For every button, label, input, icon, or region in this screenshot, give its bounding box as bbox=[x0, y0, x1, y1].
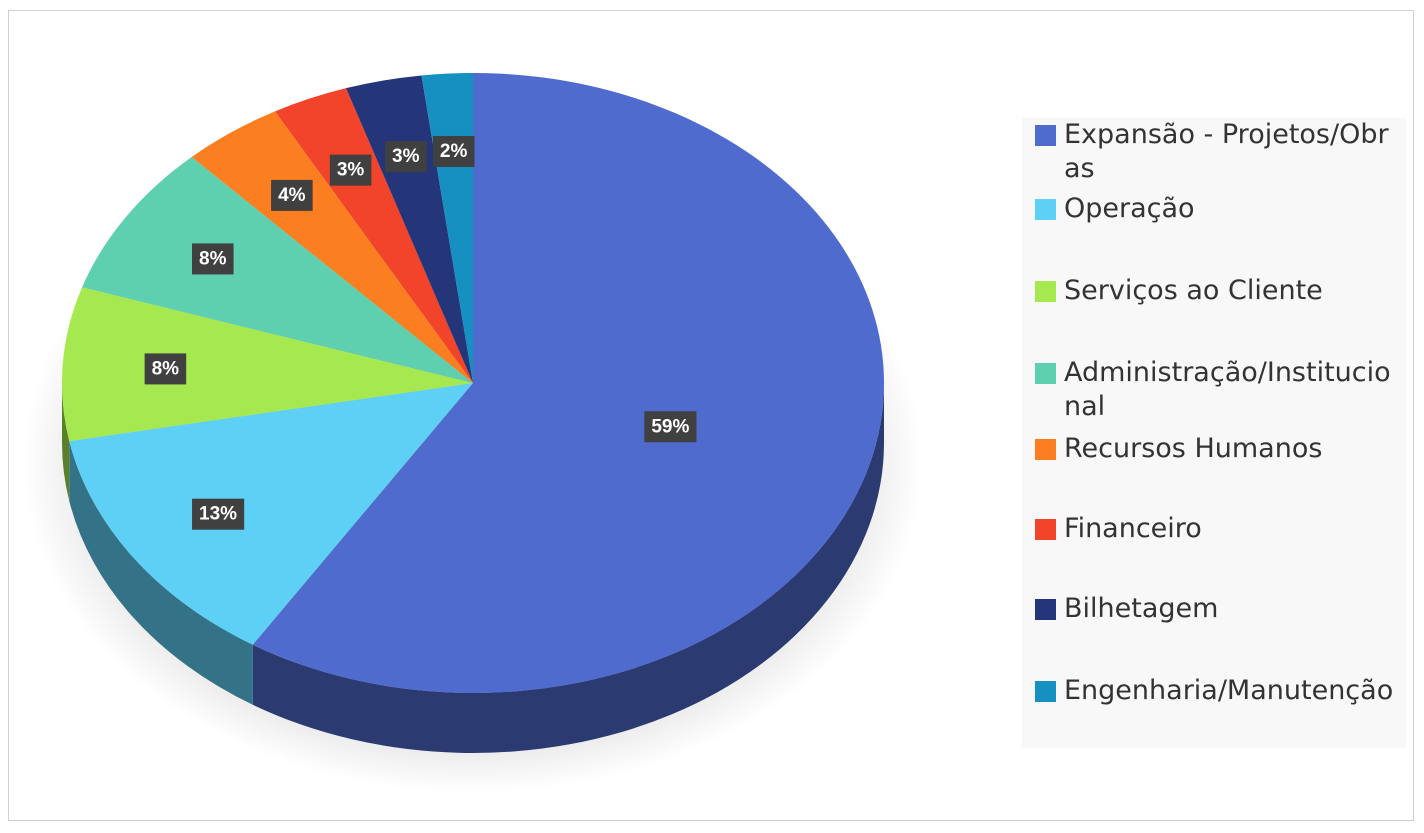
legend-swatch bbox=[1035, 199, 1056, 220]
data-label: 3% bbox=[337, 160, 365, 181]
legend-item: Administração/Institucional bbox=[1035, 356, 1405, 424]
legend-item: Serviços ao Cliente bbox=[1035, 274, 1405, 308]
data-label-box bbox=[329, 154, 372, 186]
legend-swatch bbox=[1035, 599, 1056, 620]
data-label: 13% bbox=[199, 504, 237, 525]
chart-frame bbox=[8, 10, 1414, 821]
data-label-box bbox=[271, 179, 313, 211]
legend-label: Expansão - Projetos/Obras bbox=[1064, 119, 1389, 184]
slice bbox=[274, 88, 473, 383]
slice bbox=[345, 75, 473, 383]
legend-swatch bbox=[1035, 681, 1056, 702]
legend-swatch bbox=[1035, 439, 1056, 460]
legend-label: Operação bbox=[1064, 193, 1195, 224]
slice-side bbox=[62, 383, 70, 502]
legend-swatch bbox=[1035, 363, 1056, 384]
legend-item: Recursos Humanos bbox=[1035, 432, 1405, 466]
legend-item: Financeiro bbox=[1035, 512, 1405, 546]
data-label: 8% bbox=[199, 248, 227, 269]
data-label-box bbox=[192, 243, 234, 275]
data-label-box bbox=[432, 135, 475, 167]
slice bbox=[61, 287, 473, 442]
legend-item: Bilhetagem bbox=[1035, 592, 1405, 626]
data-label-box bbox=[644, 411, 697, 443]
legend-label: Recursos Humanos bbox=[1064, 433, 1323, 464]
slice-side bbox=[69, 441, 253, 705]
legend-swatch bbox=[1035, 281, 1056, 302]
legend-swatch bbox=[1035, 519, 1056, 540]
data-label: 3% bbox=[392, 146, 420, 167]
data-label: 8% bbox=[152, 358, 180, 379]
slice-side bbox=[252, 383, 884, 753]
slice bbox=[82, 157, 473, 383]
slice bbox=[69, 383, 473, 645]
legend-swatch bbox=[1035, 125, 1056, 146]
legend-label: Bilhetagem bbox=[1064, 593, 1219, 624]
slice bbox=[252, 73, 885, 693]
data-label: 59% bbox=[651, 416, 689, 437]
data-label: 4% bbox=[278, 185, 306, 206]
legend-label: Serviços ao Cliente bbox=[1064, 275, 1323, 306]
data-label: 2% bbox=[440, 141, 468, 162]
legend-label: Engenharia/Manutenção bbox=[1064, 675, 1394, 706]
data-label-box bbox=[192, 498, 245, 530]
data-label-box bbox=[385, 141, 427, 173]
legend-item: Expansão - Projetos/Obras bbox=[1035, 118, 1405, 186]
legend-label: Administração/Institucional bbox=[1064, 357, 1391, 422]
legend-label: Financeiro bbox=[1064, 513, 1202, 544]
legend-item: Operação bbox=[1035, 192, 1405, 226]
slice bbox=[191, 111, 474, 383]
data-label-box bbox=[144, 353, 187, 385]
legend-item: Engenharia/Manutenção bbox=[1035, 674, 1405, 708]
legend: Expansão - Projetos/Obras Operação Serviço… bbox=[1022, 118, 1406, 748]
